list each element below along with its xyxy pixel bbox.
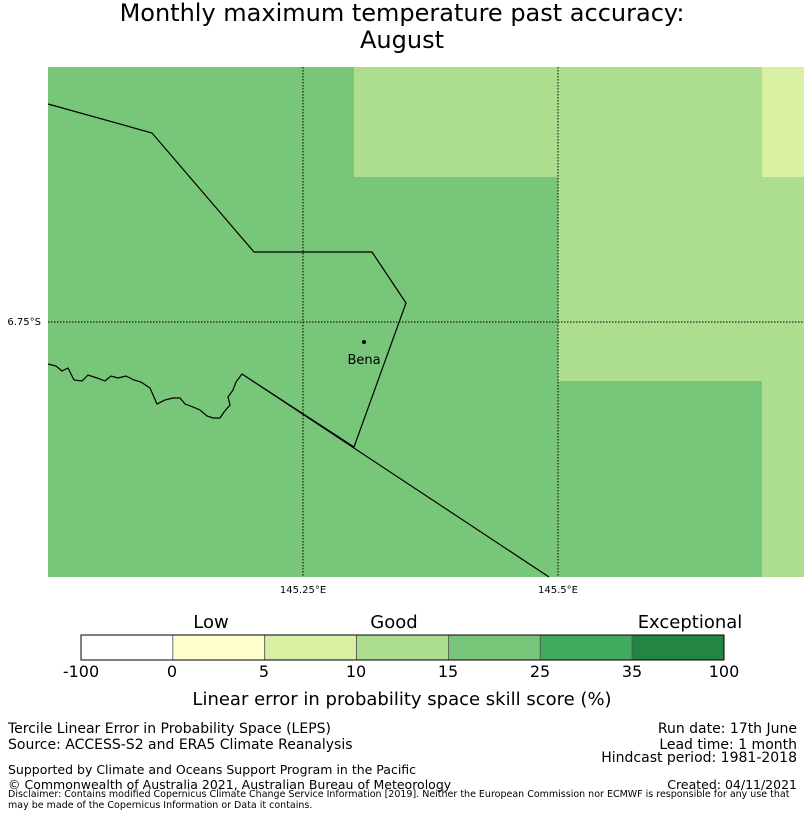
footer-hindcast: Hindcast period: 1981-2018 — [601, 750, 797, 766]
footer-supported: Supported by Climate and Oceans Support … — [8, 762, 417, 777]
colorbar-segment — [172, 634, 266, 661]
place-label: Bena — [347, 353, 380, 368]
footer-run-date: Run date: 17th June — [657, 721, 797, 737]
lat-label: 6.75°S — [7, 317, 41, 328]
chart-title-line1: Monthly maximum temperature past accurac… — [119, 0, 685, 27]
province-boundary — [47, 363, 243, 419]
colorbar-outline — [80, 634, 725, 661]
colorbar-category-exceptional: Exceptional — [637, 612, 743, 633]
footer-lead-time: Lead time: 1 month — [659, 737, 797, 753]
colorbar-tick: 35 — [621, 662, 643, 681]
map-cell — [762, 67, 804, 177]
colorbar-segment — [631, 634, 725, 661]
place-marker — [362, 340, 366, 344]
colorbar-segment — [264, 634, 357, 661]
map-cell — [354, 67, 558, 177]
chart-title: Monthly maximum temperature past accurac… — [0, 0, 804, 54]
footer-disclaimer: Disclaimer: Contains modified Copernicus… — [8, 789, 790, 811]
footer-method: Tercile Linear Error in Probability Spac… — [8, 721, 331, 737]
colorbar-segment — [448, 634, 541, 661]
map-cell — [558, 67, 762, 381]
colorbar-tick: 15 — [437, 662, 459, 681]
lon-label: 145.5°E — [538, 585, 578, 596]
map-cell — [762, 177, 804, 577]
colorbar — [80, 634, 725, 661]
colorbar-tick: 100 — [708, 662, 740, 681]
colorbar-category-low: Low — [193, 612, 229, 633]
lon-label: 145.25°E — [280, 585, 326, 596]
chart-title-line2: August — [360, 26, 444, 54]
colorbar-tick: -100 — [62, 662, 100, 681]
province-boundary — [47, 103, 550, 578]
colorbar-label: Linear error in probability space skill … — [192, 689, 612, 710]
colorbar-tick: 25 — [529, 662, 551, 681]
colorbar-tick: 0 — [166, 662, 178, 681]
footer-source: Source: ACCESS-S2 and ERA5 Climate Reana… — [8, 737, 353, 753]
footer-created: Created: 04/11/2021 — [667, 777, 797, 792]
footer-copyright: © Commonwealth of Australia 2021, Austra… — [8, 777, 452, 792]
colorbar-segment — [80, 634, 174, 661]
colorbar-segment — [539, 634, 633, 661]
colorbar-category-good: Good — [370, 612, 418, 633]
colorbar-tick: 10 — [345, 662, 367, 681]
colorbar-segment — [356, 634, 449, 661]
colorbar-tick: 5 — [258, 662, 270, 681]
